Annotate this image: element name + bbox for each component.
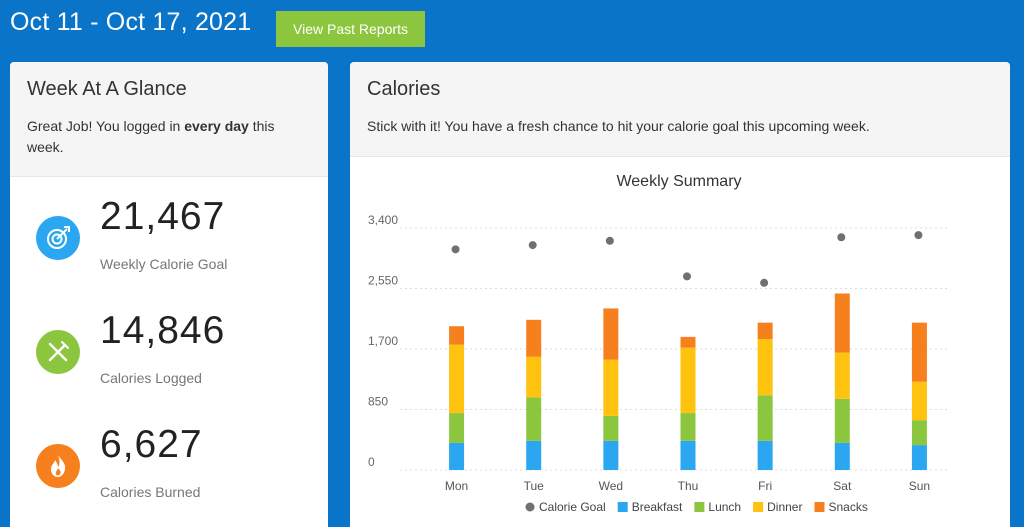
- bar-segment-dinner-thu[interactable]: [680, 347, 696, 414]
- chart-legend: Calorie Goal Breakfast Lunch Dinner Snacks: [525, 500, 868, 514]
- bar-segment-snacks-fri[interactable]: [757, 322, 773, 340]
- weekly-summary-chart: Weekly Summary 0 850 1,700 2,550 3,400 Mon Tu…: [350, 158, 1010, 527]
- glance-title: Week At A Glance: [27, 78, 187, 100]
- legend-swatch-lunch: [694, 502, 705, 512]
- bar-segment-snacks-thu[interactable]: [680, 336, 696, 348]
- calories-card: Calories Stick with it! You have a fresh…: [350, 62, 1010, 527]
- legend-label[interactable]: Snacks: [828, 500, 867, 514]
- goal-point-sat[interactable]: [837, 233, 846, 242]
- date-range-title: Oct 11 - Oct 17, 2021: [10, 8, 252, 36]
- goal-point-tue[interactable]: [528, 241, 537, 250]
- legend-goal-marker: [525, 502, 535, 512]
- goal-point-mon[interactable]: [451, 245, 460, 254]
- chart-title: Weekly Summary: [616, 173, 741, 190]
- calories-title: Calories: [367, 78, 441, 100]
- x-tick-label: Sat: [833, 479, 852, 493]
- weekly-goal-value: 21,467: [100, 195, 226, 238]
- chart-bars: [449, 293, 927, 470]
- bar-segment-breakfast-mon[interactable]: [449, 442, 465, 470]
- goal-point-wed[interactable]: [605, 236, 614, 245]
- x-tick-label: Sun: [909, 479, 930, 493]
- bar-segment-snacks-mon[interactable]: [449, 326, 465, 345]
- calories-card-header: Calories Stick with it! You have a fresh…: [350, 62, 1010, 157]
- bar-segment-snacks-sun[interactable]: [911, 322, 927, 382]
- y-axis-ticks: 0 850 1,700 2,550 3,400: [368, 213, 398, 469]
- x-tick-label: Tue: [524, 479, 545, 493]
- calories-burned-value: 6,627: [100, 423, 203, 466]
- bar-segment-breakfast-sun[interactable]: [911, 445, 927, 470]
- glance-subtitle-end: this week.: [27, 118, 275, 155]
- legend-label[interactable]: Lunch: [708, 500, 741, 514]
- bar-segment-lunch-wed[interactable]: [603, 415, 619, 441]
- bar-segment-dinner-mon[interactable]: [449, 344, 465, 414]
- bar-segment-breakfast-thu[interactable]: [680, 440, 696, 470]
- bar-segment-dinner-fri[interactable]: [757, 339, 773, 396]
- legend-label[interactable]: Dinner: [767, 500, 802, 514]
- bar-segment-lunch-sat[interactable]: [834, 398, 850, 443]
- week-at-a-glance-card: Week At A Glance Great Job! You logged i…: [10, 62, 328, 527]
- target-icon: [36, 216, 80, 260]
- bar-segment-lunch-thu[interactable]: [680, 413, 696, 441]
- y-tick-label: 3,400: [368, 213, 398, 227]
- x-tick-label: Thu: [678, 479, 699, 493]
- goal-point-sun[interactable]: [914, 231, 923, 240]
- glance-subtitle-text: Great Job! You logged in: [27, 118, 185, 134]
- bar-segment-snacks-tue[interactable]: [526, 319, 542, 357]
- bar-segment-dinner-sun[interactable]: [911, 381, 927, 421]
- x-tick-label: Fri: [758, 479, 772, 493]
- glance-subtitle-bold: every day: [184, 118, 249, 134]
- legend-swatch-snacks: [814, 502, 825, 512]
- legend-label[interactable]: Breakfast: [632, 500, 683, 514]
- bar-segment-breakfast-sat[interactable]: [834, 442, 850, 470]
- weekly-goal-label: Weekly Calorie Goal: [100, 256, 228, 272]
- calories-subtitle: Stick with it! You have a fresh chance t…: [367, 118, 870, 134]
- goal-markers: [451, 231, 923, 287]
- chart-svg: Weekly Summary 0 850 1,700 2,550 3,400 Mon Tu…: [368, 173, 950, 514]
- y-tick-label: 0: [368, 455, 375, 469]
- bar-segment-snacks-sat[interactable]: [834, 293, 850, 353]
- flame-icon: [36, 444, 80, 488]
- bar-segment-lunch-fri[interactable]: [757, 395, 773, 441]
- bar-segment-dinner-tue[interactable]: [526, 356, 542, 398]
- bar-segment-lunch-mon[interactable]: [449, 413, 465, 443]
- fork-knife-icon: [36, 330, 80, 374]
- bar-segment-breakfast-wed[interactable]: [603, 440, 619, 470]
- bar-segment-breakfast-tue[interactable]: [526, 440, 542, 470]
- glance-subtitle: Great Job! You logged in every day this …: [27, 116, 311, 158]
- y-tick-label: 1,700: [368, 334, 398, 348]
- legend-label[interactable]: Calorie Goal: [539, 500, 606, 514]
- bar-segment-dinner-wed[interactable]: [603, 359, 619, 416]
- y-tick-label: 2,550: [368, 274, 398, 288]
- calories-logged-value: 14,846: [100, 309, 226, 352]
- view-past-reports-button[interactable]: View Past Reports: [276, 11, 425, 47]
- calories-burned-label: Calories Burned: [100, 484, 201, 500]
- bar-segment-breakfast-fri[interactable]: [757, 440, 773, 470]
- calories-logged-label: Calories Logged: [100, 370, 202, 386]
- bar-segment-lunch-sun[interactable]: [911, 420, 927, 446]
- y-tick-label: 850: [368, 395, 388, 409]
- x-tick-label: Mon: [445, 479, 468, 493]
- chart-grid: [400, 227, 950, 471]
- goal-point-thu[interactable]: [683, 272, 691, 281]
- x-axis-ticks: Mon Tue Wed Thu Fri Sat Sun: [445, 479, 930, 493]
- glance-card-header: Week At A Glance Great Job! You logged i…: [10, 62, 328, 177]
- x-tick-label: Wed: [599, 479, 623, 493]
- bar-segment-snacks-wed[interactable]: [603, 308, 619, 360]
- legend-swatch-dinner: [753, 502, 764, 512]
- bar-segment-lunch-tue[interactable]: [526, 397, 542, 441]
- legend-swatch-breakfast: [617, 502, 628, 512]
- bar-segment-dinner-sat[interactable]: [834, 352, 850, 399]
- goal-point-fri[interactable]: [760, 278, 769, 287]
